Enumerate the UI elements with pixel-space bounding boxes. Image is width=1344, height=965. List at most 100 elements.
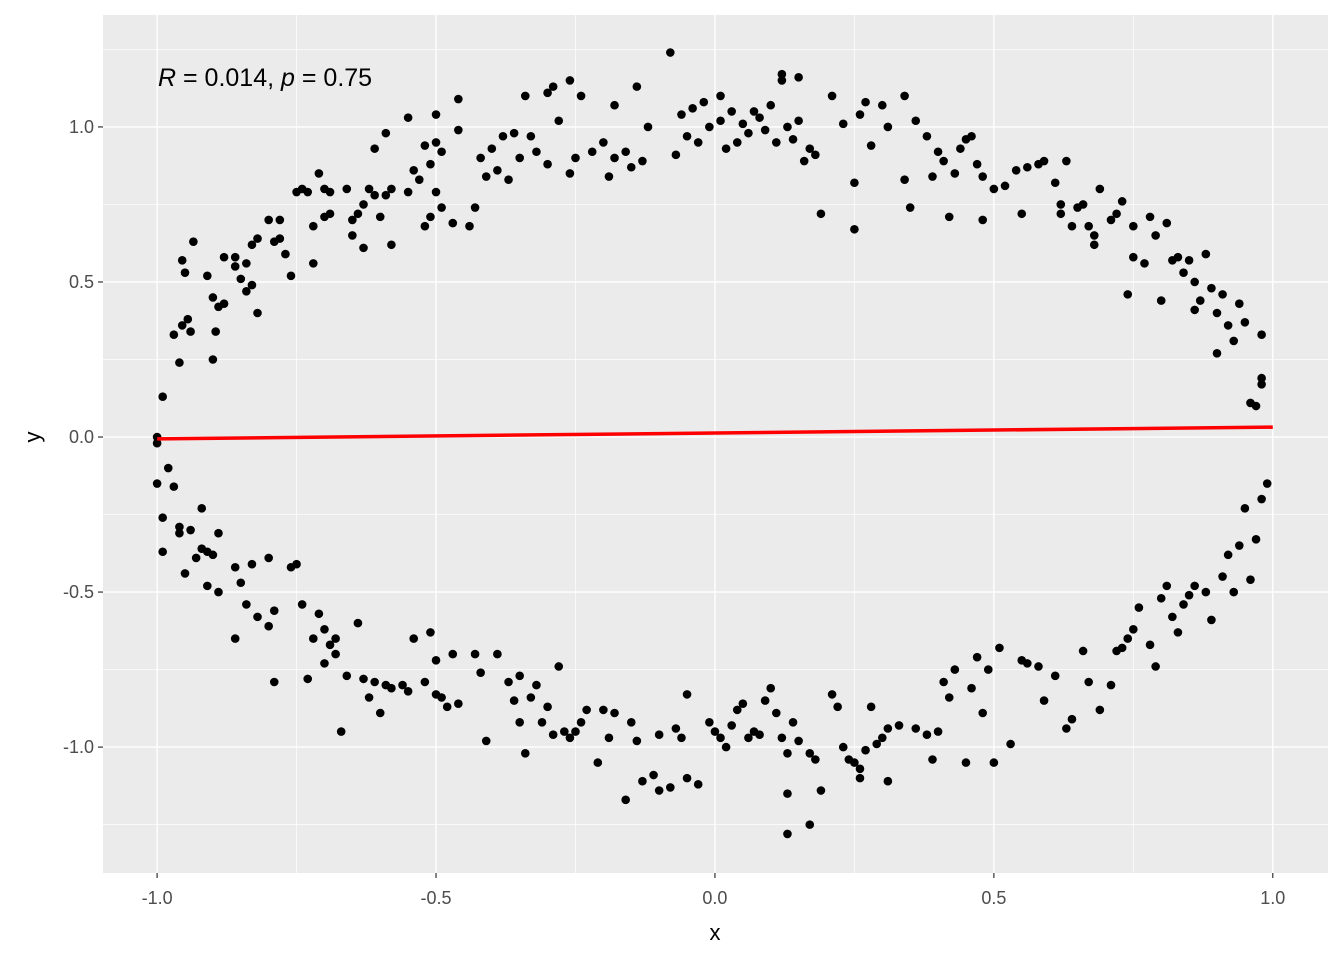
data-point: [230, 252, 240, 262]
data-point: [426, 628, 435, 637]
data-point: [1123, 634, 1133, 643]
data-point: [554, 116, 564, 126]
data-point: [476, 668, 485, 677]
x-tick-label: 0.0: [702, 888, 727, 908]
data-point: [520, 749, 530, 758]
data-point: [543, 88, 552, 98]
data-point: [1257, 380, 1266, 389]
data-point: [1017, 209, 1027, 219]
data-point: [693, 138, 703, 147]
data-point: [772, 138, 781, 147]
data-point: [163, 463, 173, 473]
data-point: [961, 758, 971, 767]
data-point: [203, 271, 212, 281]
data-point: [788, 135, 798, 144]
data-point: [794, 73, 803, 82]
data-point: [833, 702, 842, 712]
data-point: [1062, 156, 1071, 166]
x-tick-label: 1.0: [1260, 888, 1285, 908]
data-point: [1056, 200, 1066, 209]
data-point: [1056, 209, 1066, 219]
data-point: [236, 578, 246, 588]
data-point: [883, 724, 893, 733]
data-point: [426, 212, 435, 222]
data-point: [1262, 479, 1272, 488]
data-point: [727, 721, 736, 730]
data-point: [638, 776, 647, 786]
data-point: [1006, 739, 1015, 749]
data-point: [281, 249, 290, 259]
data-point: [1117, 197, 1127, 206]
data-point: [783, 749, 792, 758]
data-point: [705, 717, 714, 727]
data-point: [414, 175, 424, 184]
data-point: [431, 187, 441, 197]
data-point: [1235, 541, 1244, 550]
data-point: [732, 705, 742, 715]
data-point: [1000, 181, 1010, 191]
data-point: [772, 708, 781, 718]
data-point: [604, 172, 614, 181]
data-point: [158, 547, 167, 557]
data-points: [152, 48, 1272, 839]
data-point: [1162, 581, 1172, 591]
data-point: [626, 717, 636, 727]
data-point: [944, 693, 954, 702]
data-point: [827, 690, 837, 699]
data-point: [481, 736, 491, 746]
data-point: [253, 234, 262, 243]
data-point: [353, 618, 363, 628]
data-point: [230, 634, 240, 643]
data-point: [610, 100, 619, 110]
data-point: [1106, 680, 1116, 690]
data-point: [850, 224, 859, 234]
data-point: [677, 733, 686, 743]
data-point: [894, 721, 904, 730]
data-point: [1084, 221, 1093, 231]
data-point: [950, 169, 960, 178]
data-point: [1011, 166, 1021, 175]
data-point: [208, 355, 218, 364]
data-point: [933, 147, 943, 157]
data-point: [1039, 696, 1049, 705]
data-point: [744, 128, 753, 138]
data-point: [548, 730, 558, 740]
data-point: [437, 693, 446, 702]
data-point: [353, 209, 363, 219]
data-point: [682, 690, 692, 699]
data-point: [799, 156, 809, 166]
data-point: [247, 240, 257, 250]
x-axis-ticks: -1.0 -0.5 0.0 0.5 1.0: [142, 873, 1285, 908]
data-point: [420, 221, 430, 231]
data-point: [866, 141, 876, 150]
data-point: [177, 321, 187, 330]
data-point: [336, 727, 346, 736]
data-point: [303, 187, 313, 197]
data-point: [688, 104, 697, 113]
data-point: [838, 742, 848, 752]
data-point: [1240, 317, 1250, 327]
data-point: [788, 717, 798, 727]
data-point: [1190, 581, 1199, 591]
data-point: [621, 795, 630, 805]
data-point: [604, 733, 614, 743]
data-point: [1190, 305, 1199, 315]
data-point: [398, 680, 407, 690]
data-point: [749, 107, 759, 116]
correlation-annotation: R = 0.014, p = 0.75: [158, 64, 372, 92]
data-point: [1062, 724, 1071, 733]
data-point: [370, 190, 379, 200]
data-point: [571, 727, 580, 736]
data-point: [242, 286, 251, 296]
data-point: [877, 733, 887, 743]
data-point: [1023, 162, 1032, 172]
data-point: [1078, 200, 1088, 209]
data-point: [1207, 283, 1216, 293]
data-point: [442, 702, 452, 712]
data-point: [1129, 221, 1138, 231]
data-point: [498, 131, 508, 141]
data-point: [454, 699, 463, 708]
data-point: [1179, 268, 1188, 277]
regression-line: [157, 425, 1273, 441]
data-point: [431, 138, 441, 147]
